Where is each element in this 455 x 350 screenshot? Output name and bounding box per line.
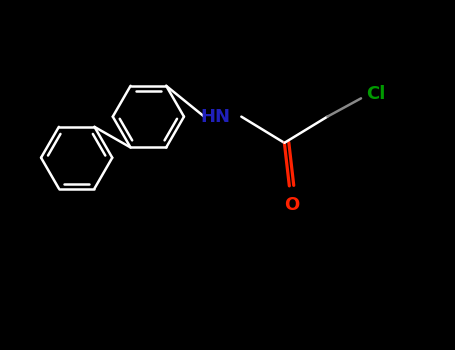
Text: HN: HN bbox=[200, 108, 230, 126]
Text: Cl: Cl bbox=[366, 85, 385, 103]
Text: O: O bbox=[284, 196, 299, 214]
